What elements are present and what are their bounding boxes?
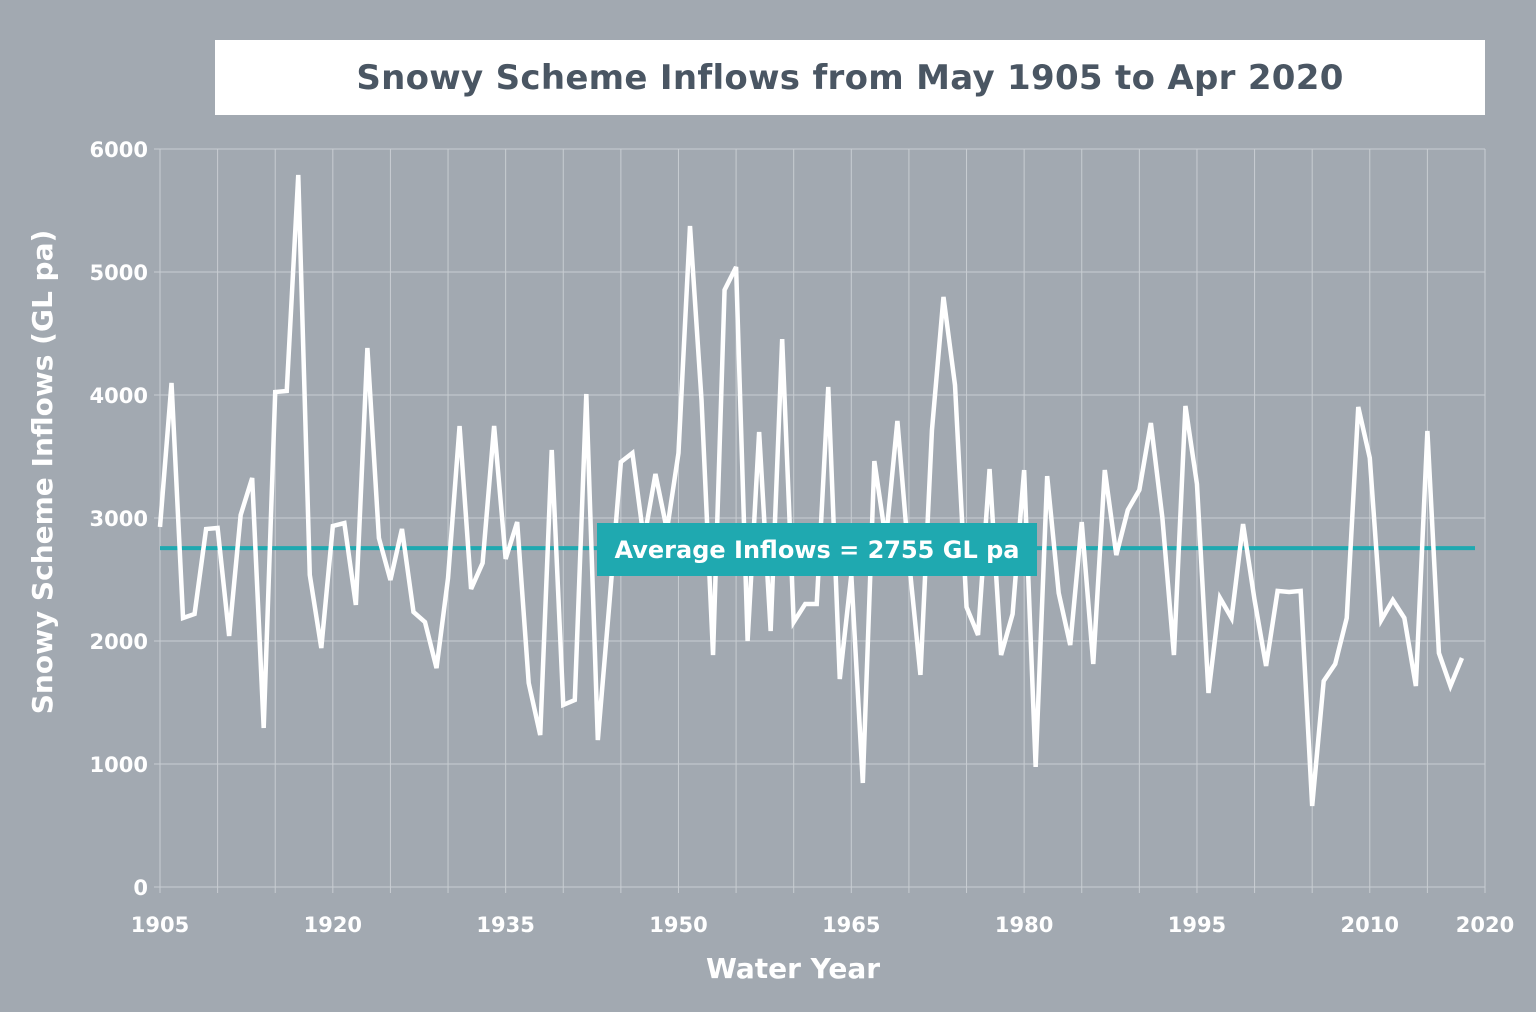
x-tick-label: 2020 [1456, 913, 1514, 937]
y-tick-label: 0 [133, 876, 148, 900]
x-axis-label: Water Year [706, 952, 880, 985]
chart-title-box: Snowy Scheme Inflows from May 1905 to Ap… [215, 40, 1485, 115]
y-tick-label: 2000 [90, 630, 148, 654]
y-tick-label: 1000 [90, 753, 148, 777]
x-tick-label: 1965 [822, 913, 880, 937]
x-tick-label: 1995 [1168, 913, 1226, 937]
x-tick-label: 1905 [131, 913, 189, 937]
tick-labels: 0 1000 2000 3000 4000 5000 6000 1905 1920 1935 195… [90, 138, 1515, 937]
average-label: Average Inflows = 2755 GL pa [597, 523, 1037, 576]
x-tick-label: 2010 [1341, 913, 1399, 937]
x-tick-label: 1920 [304, 913, 362, 937]
chart-title: Snowy Scheme Inflows from May 1905 to Ap… [356, 57, 1344, 98]
y-axis-label: Snowy Scheme Inflows (GL pa) [26, 230, 59, 715]
average-label-text: Average Inflows = 2755 GL pa [614, 535, 1020, 564]
x-tick-label: 1950 [649, 913, 707, 937]
y-tick-label: 5000 [90, 261, 148, 285]
x-tick-label: 1980 [995, 913, 1053, 937]
y-tick-label: 4000 [90, 384, 148, 408]
x-tick-label: 1935 [476, 913, 534, 937]
data-points [159, 174, 1463, 807]
inflow-series-line [157, 174, 1465, 807]
y-tick-label: 6000 [90, 138, 148, 162]
y-tick-label: 3000 [90, 507, 148, 531]
